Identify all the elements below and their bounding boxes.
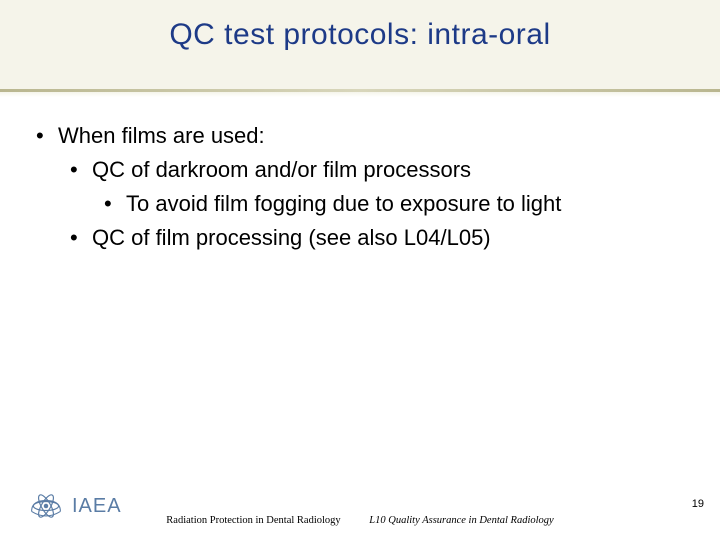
bullet-icon: •	[104, 188, 126, 220]
slide-title: QC test protocols: intra-oral	[0, 18, 720, 52]
bullet-icon: •	[70, 154, 92, 186]
footer-left-text: Radiation Protection in Dental Radiology	[166, 515, 340, 526]
footer-text: Radiation Protection in Dental Radiology…	[0, 515, 720, 526]
title-area: QC test protocols: intra-oral	[0, 0, 720, 92]
page-number: 19	[692, 498, 704, 510]
list-item: • When films are used:	[36, 120, 684, 152]
content-area: • When films are used: • QC of darkroom …	[0, 92, 720, 254]
bullet-icon: •	[36, 120, 58, 152]
list-item: • QC of film processing (see also L04/L0…	[70, 222, 684, 254]
footer: IAEA Radiation Protection in Dental Radi…	[0, 482, 720, 528]
bullet-text: QC of film processing (see also L04/L05)	[92, 222, 684, 254]
bullet-text: To avoid film fogging due to exposure to…	[126, 188, 684, 220]
footer-right-text: L10 Quality Assurance in Dental Radiolog…	[369, 515, 553, 526]
list-item: • QC of darkroom and/or film processors	[70, 154, 684, 186]
bullet-icon: •	[70, 222, 92, 254]
bullet-text: QC of darkroom and/or film processors	[92, 154, 684, 186]
slide: QC test protocols: intra-oral • When fil…	[0, 0, 720, 540]
list-item: • To avoid film fogging due to exposure …	[104, 188, 684, 220]
bullet-text: When films are used:	[58, 120, 684, 152]
